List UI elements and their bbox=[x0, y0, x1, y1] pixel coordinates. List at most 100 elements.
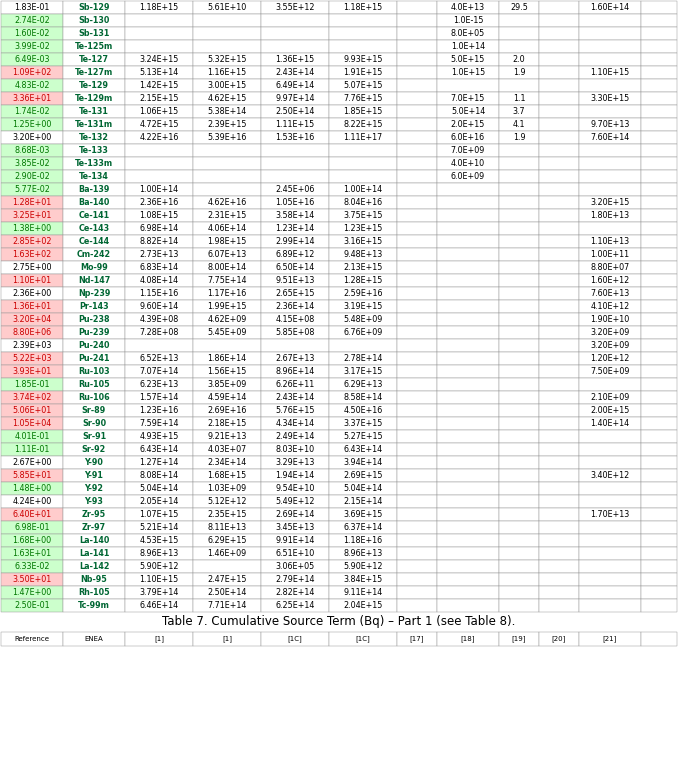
Bar bbox=[579, 443, 641, 456]
Bar bbox=[125, 261, 193, 274]
Bar bbox=[539, 105, 579, 118]
Bar bbox=[329, 456, 397, 469]
Bar bbox=[539, 209, 579, 222]
Text: 5.06E+01: 5.06E+01 bbox=[13, 406, 52, 415]
Bar bbox=[1, 79, 63, 92]
Bar bbox=[329, 378, 397, 391]
Bar bbox=[63, 196, 125, 209]
Bar bbox=[261, 391, 329, 404]
Text: 2.50E-01: 2.50E-01 bbox=[14, 601, 50, 610]
Bar bbox=[641, 53, 677, 66]
Bar bbox=[397, 599, 437, 612]
Bar bbox=[499, 157, 539, 170]
Bar bbox=[329, 196, 397, 209]
Bar bbox=[193, 92, 261, 105]
Bar bbox=[63, 456, 125, 469]
Bar bbox=[499, 404, 539, 417]
Bar bbox=[193, 170, 261, 183]
Bar bbox=[499, 40, 539, 53]
Text: 1.98E+15: 1.98E+15 bbox=[207, 237, 246, 246]
Bar bbox=[499, 261, 539, 274]
Bar bbox=[63, 131, 125, 144]
Bar bbox=[329, 14, 397, 27]
Text: 2.39E+15: 2.39E+15 bbox=[207, 120, 247, 129]
Bar bbox=[261, 547, 329, 560]
Bar bbox=[499, 391, 539, 404]
Bar bbox=[397, 508, 437, 521]
Bar bbox=[261, 131, 329, 144]
Text: 1.09E+02: 1.09E+02 bbox=[13, 68, 52, 77]
Text: 3.00E+15: 3.00E+15 bbox=[207, 81, 246, 90]
Text: Nd-147: Nd-147 bbox=[78, 276, 110, 285]
Bar bbox=[641, 365, 677, 378]
Text: 1.23E+14: 1.23E+14 bbox=[276, 224, 315, 233]
Bar bbox=[329, 352, 397, 365]
Text: 1.40E+14: 1.40E+14 bbox=[591, 419, 630, 428]
Bar bbox=[579, 170, 641, 183]
Bar bbox=[437, 469, 499, 482]
Text: Pu-240: Pu-240 bbox=[78, 341, 110, 350]
Bar bbox=[539, 170, 579, 183]
Text: 2.79E+14: 2.79E+14 bbox=[275, 575, 315, 584]
Text: 6.50E+14: 6.50E+14 bbox=[276, 263, 315, 272]
Bar bbox=[641, 430, 677, 443]
Bar bbox=[579, 534, 641, 547]
Text: 6.40E+01: 6.40E+01 bbox=[13, 510, 52, 519]
Text: 5.0E+14: 5.0E+14 bbox=[451, 107, 485, 116]
Text: 4.59E+14: 4.59E+14 bbox=[207, 393, 246, 402]
Bar bbox=[397, 235, 437, 248]
Bar bbox=[641, 66, 677, 79]
Text: La-140: La-140 bbox=[79, 536, 109, 545]
Bar bbox=[499, 430, 539, 443]
Bar bbox=[641, 131, 677, 144]
Bar bbox=[1, 261, 63, 274]
Bar bbox=[329, 547, 397, 560]
Text: 5.22E+03: 5.22E+03 bbox=[13, 354, 52, 363]
Bar bbox=[63, 92, 125, 105]
Bar bbox=[499, 573, 539, 586]
Bar bbox=[641, 105, 677, 118]
Text: 2.45E+06: 2.45E+06 bbox=[275, 185, 315, 194]
Bar bbox=[539, 14, 579, 27]
Bar bbox=[579, 632, 641, 646]
Bar bbox=[499, 248, 539, 261]
Text: 6.49E-03: 6.49E-03 bbox=[14, 55, 50, 64]
Bar bbox=[63, 1, 125, 14]
Bar bbox=[397, 586, 437, 599]
Bar bbox=[437, 417, 499, 430]
Bar bbox=[63, 534, 125, 547]
Text: 1.57E+14: 1.57E+14 bbox=[140, 393, 179, 402]
Text: 5.12E+12: 5.12E+12 bbox=[207, 497, 247, 506]
Text: 1.63E+01: 1.63E+01 bbox=[13, 549, 52, 558]
Text: 3.17E+15: 3.17E+15 bbox=[343, 367, 383, 376]
Bar bbox=[579, 40, 641, 53]
Text: 3.36E+01: 3.36E+01 bbox=[13, 94, 52, 103]
Text: 8.03E+10: 8.03E+10 bbox=[276, 445, 315, 454]
Bar bbox=[499, 105, 539, 118]
Bar bbox=[1, 378, 63, 391]
Text: 1.99E+15: 1.99E+15 bbox=[207, 302, 247, 311]
Bar bbox=[1, 209, 63, 222]
Bar bbox=[329, 430, 397, 443]
Bar bbox=[1, 417, 63, 430]
Text: 3.16E+15: 3.16E+15 bbox=[343, 237, 383, 246]
Bar bbox=[397, 157, 437, 170]
Text: 8.80E+06: 8.80E+06 bbox=[13, 328, 52, 337]
Text: 1.07E+15: 1.07E+15 bbox=[140, 510, 179, 519]
Bar bbox=[539, 79, 579, 92]
Bar bbox=[499, 118, 539, 131]
Bar bbox=[193, 27, 261, 40]
Bar bbox=[125, 560, 193, 573]
Bar bbox=[397, 118, 437, 131]
Text: Te-127: Te-127 bbox=[79, 55, 109, 64]
Bar bbox=[329, 105, 397, 118]
Text: 1.18E+15: 1.18E+15 bbox=[343, 3, 383, 12]
Bar bbox=[329, 482, 397, 495]
Bar bbox=[193, 40, 261, 53]
Text: 3.19E+15: 3.19E+15 bbox=[343, 302, 383, 311]
Bar bbox=[437, 391, 499, 404]
Bar bbox=[397, 40, 437, 53]
Bar bbox=[63, 235, 125, 248]
Text: 6.46E+14: 6.46E+14 bbox=[140, 601, 179, 610]
Bar bbox=[499, 300, 539, 313]
